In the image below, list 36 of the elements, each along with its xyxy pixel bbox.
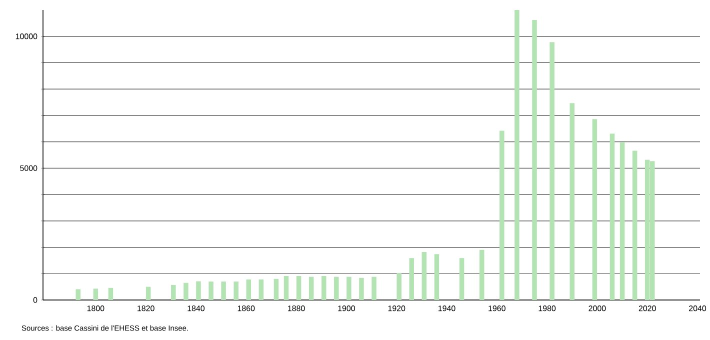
bar [196, 281, 201, 300]
bar [372, 276, 376, 300]
bar [500, 130, 504, 300]
bar [434, 254, 440, 300]
bar [479, 250, 484, 300]
bar [321, 276, 326, 300]
bar [396, 273, 402, 300]
bar [234, 282, 238, 300]
bar [334, 276, 339, 300]
bar [146, 286, 151, 300]
bar [422, 252, 427, 300]
bar [514, 10, 520, 300]
bar [171, 284, 176, 300]
bar [409, 258, 414, 300]
bar [632, 150, 638, 300]
bar [308, 276, 314, 300]
bar [284, 276, 289, 300]
bar [296, 276, 302, 300]
bar [184, 282, 188, 300]
bar [246, 279, 252, 300]
bar [258, 279, 264, 300]
bar [592, 119, 598, 300]
bar [76, 289, 80, 300]
bar [459, 258, 464, 300]
bar [570, 103, 575, 300]
bar [108, 288, 114, 300]
bar [359, 278, 364, 300]
bar [208, 282, 214, 300]
bar [532, 20, 537, 300]
bar [274, 278, 279, 300]
bar [346, 276, 352, 300]
bar [610, 134, 615, 300]
bar [620, 142, 625, 300]
bar [93, 288, 98, 300]
bar [550, 42, 554, 300]
bar [221, 282, 226, 300]
